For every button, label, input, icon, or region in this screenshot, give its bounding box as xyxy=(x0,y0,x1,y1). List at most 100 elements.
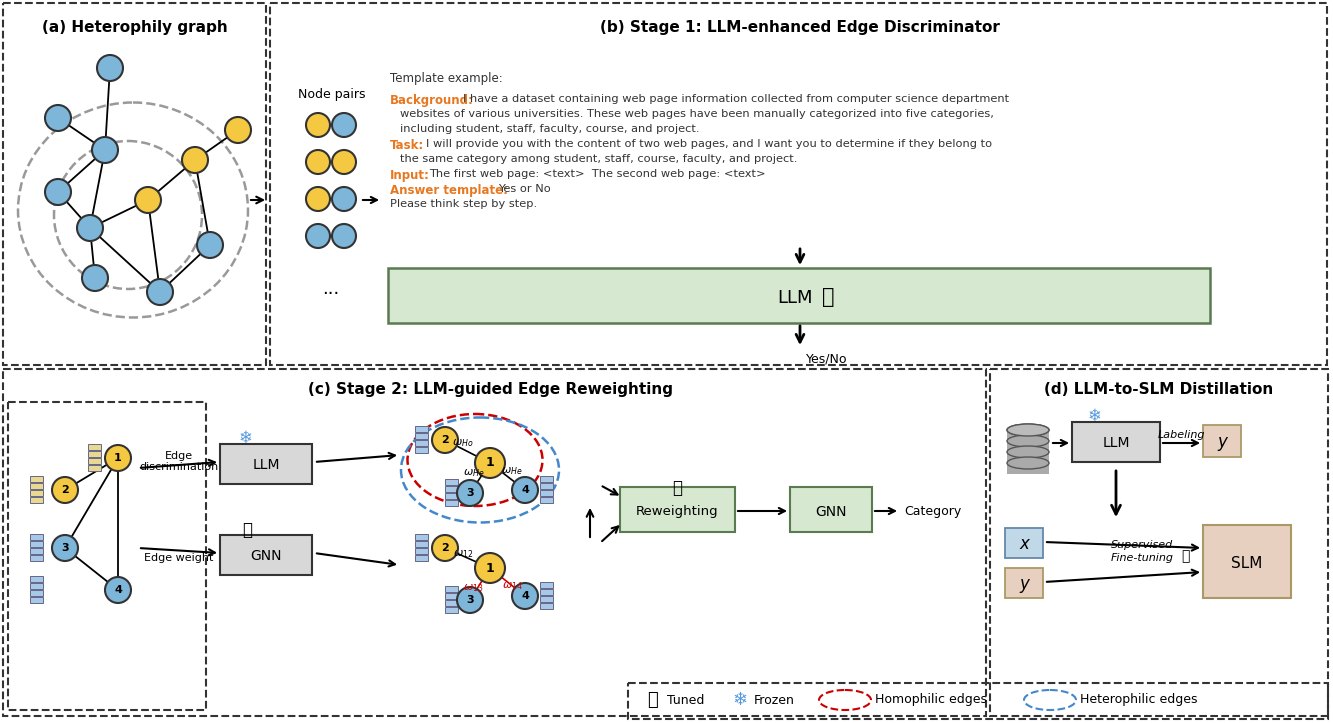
Text: discrimination: discrimination xyxy=(140,462,219,472)
Text: y: y xyxy=(1018,575,1029,593)
Ellipse shape xyxy=(1006,435,1049,447)
Text: 1: 1 xyxy=(485,562,495,575)
Bar xyxy=(445,607,459,613)
Ellipse shape xyxy=(1006,424,1049,436)
Circle shape xyxy=(307,150,331,174)
Text: Reweighting: Reweighting xyxy=(636,505,718,518)
Text: Yes or No: Yes or No xyxy=(499,184,551,194)
Bar xyxy=(540,497,553,503)
Bar xyxy=(31,597,43,603)
Text: 2: 2 xyxy=(61,485,69,495)
Bar xyxy=(445,493,459,499)
Text: Answer template:: Answer template: xyxy=(391,184,508,197)
Bar xyxy=(540,490,553,496)
Text: Template example:: Template example: xyxy=(391,72,503,85)
Bar xyxy=(31,541,43,547)
Text: ❄: ❄ xyxy=(732,691,748,709)
Text: Homophilic edges: Homophilic edges xyxy=(874,693,986,706)
Text: $\omega_{He}$: $\omega_{He}$ xyxy=(501,465,523,477)
Circle shape xyxy=(183,147,208,173)
Circle shape xyxy=(332,224,356,248)
Circle shape xyxy=(512,477,539,503)
Text: 🔥: 🔥 xyxy=(821,287,834,307)
Bar xyxy=(3,3,267,365)
Text: GNN: GNN xyxy=(251,549,281,563)
Text: 4: 4 xyxy=(115,585,121,595)
Bar xyxy=(415,548,428,554)
Text: 3: 3 xyxy=(61,543,69,553)
Bar xyxy=(1202,425,1241,457)
Circle shape xyxy=(52,477,79,503)
Bar xyxy=(415,534,428,540)
Circle shape xyxy=(97,55,123,81)
Bar xyxy=(1005,568,1042,598)
Text: $\omega_{12}$: $\omega_{12}$ xyxy=(453,548,473,560)
Text: ❄: ❄ xyxy=(1088,407,1101,425)
Text: Edge: Edge xyxy=(165,451,193,461)
Circle shape xyxy=(307,113,331,137)
Bar xyxy=(990,369,1328,716)
Bar xyxy=(88,465,101,471)
Bar xyxy=(3,369,986,716)
Bar xyxy=(31,576,43,582)
Bar xyxy=(445,500,459,506)
Text: 2: 2 xyxy=(441,543,449,553)
Text: 🔥: 🔥 xyxy=(648,691,659,709)
Bar xyxy=(1202,525,1290,598)
Text: LLM: LLM xyxy=(252,458,280,472)
Bar xyxy=(31,476,43,482)
Bar xyxy=(790,487,872,532)
Circle shape xyxy=(307,187,331,211)
Bar xyxy=(445,600,459,606)
Bar xyxy=(415,433,428,439)
Text: including student, staff, faculty, course, and project.: including student, staff, faculty, cours… xyxy=(400,124,700,134)
Bar xyxy=(540,589,553,595)
Bar xyxy=(271,3,1326,365)
Text: 1: 1 xyxy=(485,456,495,469)
Bar xyxy=(31,590,43,596)
Text: Supervised: Supervised xyxy=(1110,540,1173,550)
Text: Labeling: Labeling xyxy=(1157,430,1205,440)
Text: $\omega_{14}$: $\omega_{14}$ xyxy=(501,580,523,592)
Bar xyxy=(540,483,553,489)
Circle shape xyxy=(332,150,356,174)
Text: ...: ... xyxy=(323,280,340,298)
Bar xyxy=(445,479,459,485)
Bar xyxy=(620,487,734,532)
Text: Heterophilic edges: Heterophilic edges xyxy=(1080,693,1197,706)
Circle shape xyxy=(135,187,161,213)
Text: x: x xyxy=(1018,535,1029,553)
Text: I will provide you with the content of two web pages, and I want you to determin: I will provide you with the content of t… xyxy=(427,139,992,149)
Bar xyxy=(445,593,459,599)
Circle shape xyxy=(457,587,483,613)
Circle shape xyxy=(77,215,103,241)
Text: SLM: SLM xyxy=(1232,555,1262,570)
Text: the same category among student, staff, course, faculty, and project.: the same category among student, staff, … xyxy=(400,154,797,164)
Text: 3: 3 xyxy=(467,595,473,605)
Ellipse shape xyxy=(1006,457,1049,469)
Text: Node pairs: Node pairs xyxy=(299,88,365,101)
Text: (c) Stage 2: LLM-guided Edge Reweighting: (c) Stage 2: LLM-guided Edge Reweighting xyxy=(308,382,673,397)
Circle shape xyxy=(225,117,251,143)
Text: Input:: Input: xyxy=(391,169,429,182)
Circle shape xyxy=(105,445,131,471)
Bar xyxy=(540,603,553,609)
Bar xyxy=(31,483,43,489)
Text: websites of various universities. These web pages have been manually categorized: websites of various universities. These … xyxy=(400,109,994,119)
Circle shape xyxy=(512,583,539,609)
Bar xyxy=(31,555,43,561)
Text: $\omega_{He}$: $\omega_{He}$ xyxy=(463,467,485,479)
Text: 4: 4 xyxy=(521,591,529,601)
Text: Category: Category xyxy=(904,505,961,518)
Circle shape xyxy=(307,224,331,248)
Circle shape xyxy=(197,232,223,258)
Text: 🔥: 🔥 xyxy=(1181,549,1189,563)
Bar xyxy=(628,683,1328,719)
Text: $\omega_{13}$: $\omega_{13}$ xyxy=(463,582,484,594)
Circle shape xyxy=(432,427,459,453)
Text: Tuned: Tuned xyxy=(666,693,704,706)
Bar xyxy=(31,497,43,503)
Text: Yes/No: Yes/No xyxy=(806,352,848,365)
Bar xyxy=(388,268,1210,323)
Circle shape xyxy=(332,113,356,137)
